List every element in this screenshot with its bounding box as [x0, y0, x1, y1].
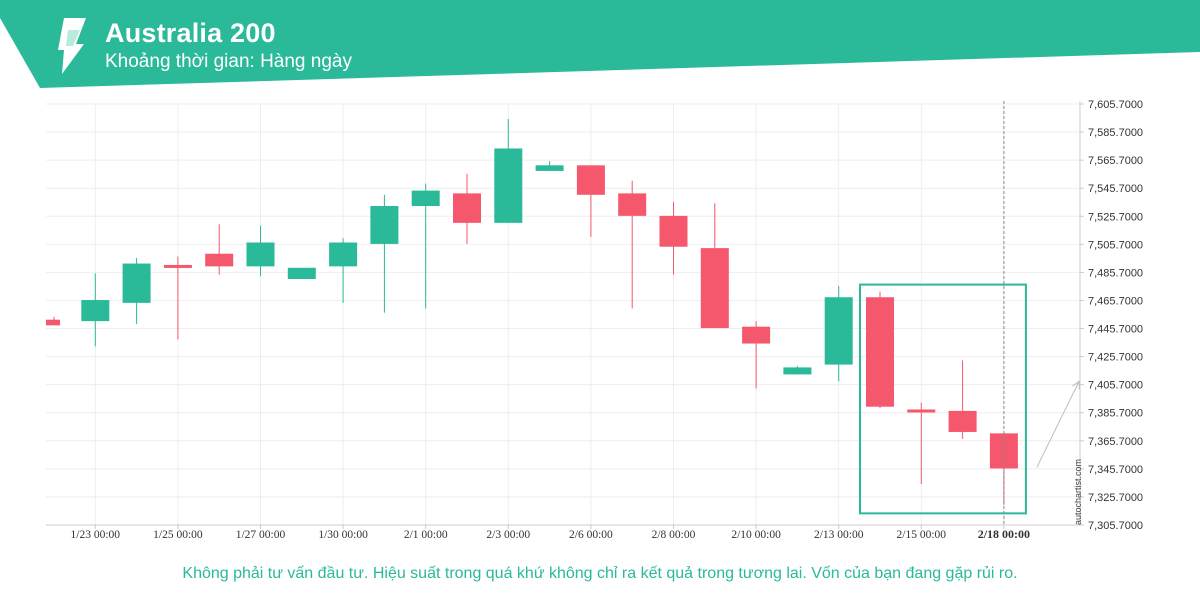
- y-tick-label: 7,605.7000: [1088, 99, 1143, 111]
- y-tick-label: 7,565.7000: [1088, 155, 1143, 167]
- y-tick-label: 7,305.7000: [1088, 520, 1143, 532]
- chart-subtitle: Khoảng thời gian: Hàng ngày: [105, 51, 352, 72]
- candle: [370, 194, 399, 313]
- candle: [246, 225, 275, 277]
- candle-body: [411, 190, 440, 207]
- x-tick-label: 1/23 00:00: [71, 529, 121, 541]
- header-banner: [0, 0, 1200, 88]
- title-block: Australia 200 Khoảng thời gian: Hàng ngà…: [105, 17, 352, 74]
- chart-title: Australia 200: [105, 18, 276, 48]
- candle-body: [866, 297, 894, 407]
- x-tick-label: 2/13 00:00: [814, 529, 864, 541]
- candle-body: [742, 326, 771, 344]
- candle: [163, 256, 192, 340]
- watermark-text: autochartist.com: [1073, 459, 1083, 525]
- y-tick-label: 7,365.7000: [1088, 436, 1143, 448]
- candle-body: [329, 242, 358, 267]
- candle: [618, 180, 647, 309]
- candle: [494, 119, 523, 223]
- candle-body: [494, 148, 523, 223]
- x-tick-label: 2/15 00:00: [897, 529, 947, 541]
- candle-body: [163, 264, 192, 268]
- candle: [866, 291, 894, 409]
- x-tick-label: 1/25 00:00: [153, 529, 203, 541]
- candle-body: [205, 253, 234, 267]
- x-tick-label: 1/30 00:00: [318, 529, 368, 541]
- candle-body: [122, 263, 151, 303]
- candle-body: [659, 215, 688, 247]
- banner-shape: [0, 0, 1200, 88]
- candle: [824, 286, 853, 382]
- candle-body: [453, 193, 481, 223]
- autochartist-logo-icon: [58, 18, 86, 74]
- candle: [411, 183, 440, 309]
- candle-body: [618, 193, 647, 216]
- y-tick-label: 7,445.7000: [1088, 324, 1143, 336]
- x-tick-label: 2/3 00:00: [486, 529, 530, 541]
- candle-body: [535, 165, 564, 171]
- x-tick-label: 2/10 00:00: [731, 529, 781, 541]
- y-tick-label: 7,325.7000: [1088, 492, 1143, 504]
- candlesticks: [46, 119, 1018, 505]
- y-tick-label: 7,385.7000: [1088, 408, 1143, 420]
- candle: [287, 267, 316, 279]
- candle-body: [700, 248, 729, 329]
- candle-body: [824, 297, 853, 365]
- y-tick-label: 7,585.7000: [1088, 127, 1143, 139]
- x-tick-label: 2/6 00:00: [569, 529, 613, 541]
- y-tick-label: 7,485.7000: [1088, 267, 1143, 279]
- candle: [205, 224, 234, 275]
- candle: [659, 201, 688, 275]
- candle-body: [46, 319, 60, 326]
- candle-body: [246, 242, 275, 267]
- y-tick-label: 7,405.7000: [1088, 380, 1143, 392]
- candle-body: [370, 206, 399, 244]
- y-tick-label: 7,465.7000: [1088, 295, 1143, 307]
- candle-body: [287, 267, 316, 279]
- x-tick-label: 2/1 00:00: [404, 529, 448, 541]
- candle: [576, 165, 605, 237]
- y-tick-label: 7,545.7000: [1088, 183, 1143, 195]
- candle: [329, 238, 358, 303]
- forecast-arrowhead-icon: [1072, 380, 1080, 390]
- candle: [122, 257, 151, 324]
- disclaimer-text: Không phải tư vấn đầu tư. Hiệu suất tron…: [182, 565, 1018, 582]
- candle: [453, 173, 481, 244]
- candle: [535, 161, 564, 171]
- candle-body: [907, 409, 936, 413]
- candle: [46, 316, 60, 326]
- x-tick-label: 2/8 00:00: [652, 529, 696, 541]
- candle-body: [81, 300, 110, 322]
- candle: [81, 273, 110, 347]
- candle-body: [576, 165, 605, 195]
- y-tick-label: 7,505.7000: [1088, 239, 1143, 251]
- y-tick-label: 7,425.7000: [1088, 352, 1143, 364]
- y-tick-label: 7,345.7000: [1088, 464, 1143, 476]
- candle-body: [948, 410, 977, 432]
- candle: [700, 203, 729, 329]
- y-tick-label: 7,525.7000: [1088, 211, 1143, 223]
- pattern-annotations: [859, 101, 1080, 525]
- candle: [907, 402, 936, 484]
- forecast-arrow-icon: [1036, 381, 1080, 468]
- axes: 7,305.7000 7,325.7000 7,345.7000 7,365.7000…: [46, 99, 1143, 541]
- pattern-highlight-box: [859, 283, 1027, 515]
- candle: [948, 360, 977, 439]
- candle: [742, 321, 771, 389]
- x-tick-label: 2/18 00:00: [978, 527, 1030, 541]
- candle-body: [783, 367, 812, 375]
- x-tick-label: 1/27 00:00: [236, 529, 286, 541]
- candle: [783, 366, 812, 375]
